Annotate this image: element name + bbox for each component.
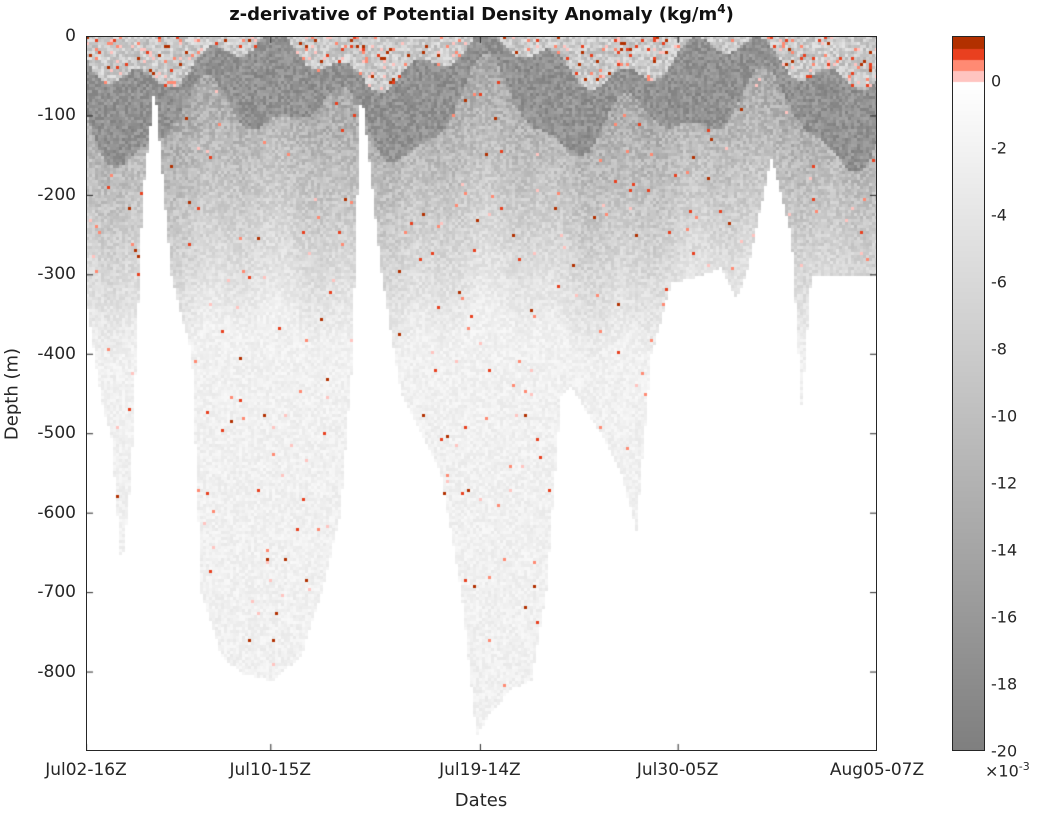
colorbar-tick-label: -12 (991, 473, 1018, 493)
heatmap-cells (86, 36, 877, 751)
x-tick-label: Jul30-05Z (636, 760, 719, 780)
y-tick-label: -100 (37, 105, 76, 126)
plot-area (86, 36, 877, 751)
colorbar-tick-label: -18 (991, 674, 1018, 694)
x-tick-label: Jul10-15Z (229, 760, 312, 780)
colorbar-tick-label: 0 (991, 71, 1002, 91)
colorbar-tick-label: -14 (991, 540, 1018, 560)
y-tick-label: 0 (65, 26, 76, 46)
y-tick-label: -600 (37, 502, 76, 523)
y-tick-label: -500 (37, 423, 76, 444)
colorbar-tick-label: -20 (991, 741, 1018, 761)
chart-title: z-derivative of Potential Density Anomal… (229, 2, 734, 25)
y-tick-label: -400 (37, 343, 76, 364)
colorbar-tick-label: -16 (991, 607, 1018, 627)
colorbar-tick-label: -4 (991, 205, 1007, 225)
y-tick-label: -700 (37, 582, 76, 603)
y-axis-title: Depth (m) (1, 347, 23, 441)
y-tick-label: -800 (37, 661, 76, 682)
x-tick-label: Aug05-07Z (829, 760, 925, 780)
colorbar (952, 36, 985, 751)
colorbar-tick-label: -10 (991, 406, 1018, 426)
y-tick-label: -200 (37, 184, 76, 205)
x-tick-label: Jul02-16Z (45, 760, 127, 780)
colorbar-tick-label: -2 (991, 138, 1007, 158)
colorbar-tick-label: -6 (991, 272, 1007, 292)
x-axis-title: Dates (454, 790, 508, 811)
colorbar-tick-label: -8 (991, 339, 1007, 359)
y-tick-label: -300 (37, 264, 76, 285)
colorbar-multiplier: ×10-3 (985, 760, 1030, 781)
colorbar-gradient (953, 37, 984, 750)
x-tick-label: Jul19-14Z (439, 760, 521, 780)
